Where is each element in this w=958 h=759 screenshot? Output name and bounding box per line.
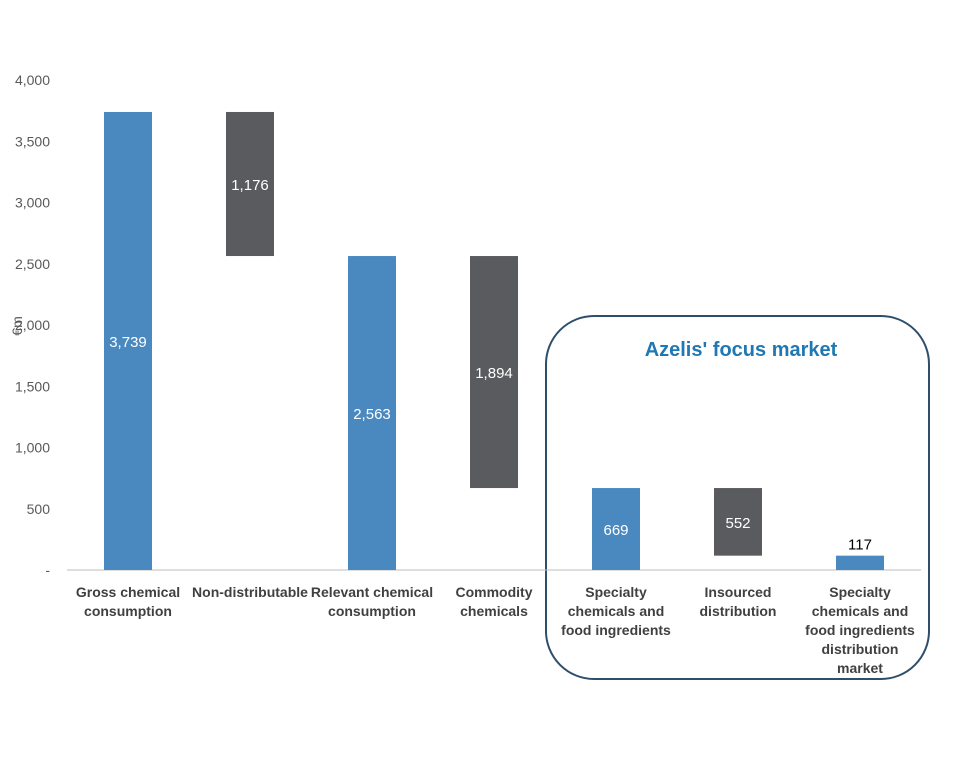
category-label-6: Insourced distribution [700, 584, 777, 619]
data-label-6: 552 [725, 515, 750, 532]
category-label-2: Non-distributable [192, 584, 308, 600]
category-labels: Gross chemical consumption Non-distributab… [76, 584, 915, 676]
y-tick-label: 1,500 [15, 378, 50, 394]
category-label-4: Commodity chemicals [456, 584, 533, 619]
y-tick-label: - [45, 562, 50, 578]
category-label-3: Relevant chemical consumption [311, 584, 433, 619]
bar-2 [226, 111, 274, 257]
y-tick-label: 3,500 [15, 133, 50, 149]
bar-1 [104, 111, 152, 570]
y-axis-label: €m [9, 316, 25, 335]
data-label-3: 2,563 [353, 406, 391, 423]
y-tick-label: 3,000 [15, 195, 50, 211]
bar-4 [470, 256, 518, 489]
y-tick-label: 4,000 [15, 72, 50, 88]
data-label-7: 117 [848, 537, 872, 554]
data-label-4: 1,894 [475, 365, 513, 382]
data-label-1: 3,739 [109, 334, 147, 351]
category-label-1: Gross chemical consumption [76, 584, 180, 619]
y-tick-label: 2,000 [15, 317, 50, 333]
category-label-5: Specialty chemicals and food ingredients [561, 584, 671, 638]
bar-6 [714, 488, 762, 556]
y-tick-label: 500 [27, 501, 51, 517]
y-axis: - 500 1,000 1,500 2,000 2,500 3,000 3,500 4,000 [15, 72, 50, 578]
category-label-7: Specialty chemicals and food ingredients di… [805, 584, 915, 676]
y-tick-label: 1,000 [15, 440, 50, 456]
data-label-2: 1,176 [231, 177, 269, 194]
y-tick-label: 2,500 [15, 256, 50, 272]
data-label-5: 669 [603, 522, 628, 539]
bar-3 [348, 256, 396, 570]
bar-7 [836, 555, 884, 570]
bars [104, 111, 884, 570]
focus-market-box [545, 315, 930, 680]
data-labels: 3,739 1,176 2,563 1,894 669 552 117 [109, 177, 872, 554]
focus-market-annotation: Azelis' focus market [545, 315, 930, 680]
focus-market-title: Azelis' focus market [645, 339, 838, 361]
bar-5 [592, 488, 640, 570]
